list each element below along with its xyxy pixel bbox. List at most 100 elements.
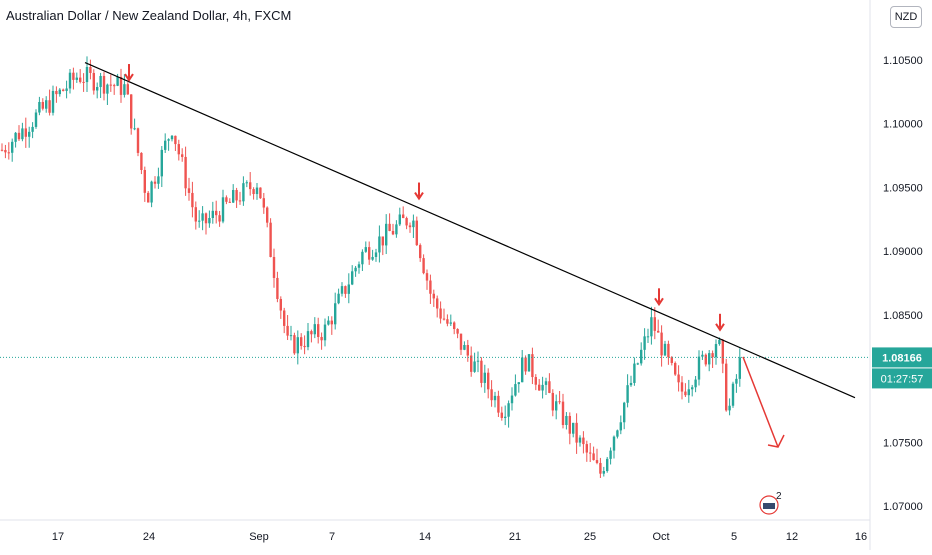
candle-body	[99, 75, 102, 88]
candle-body	[395, 224, 398, 235]
candle-body	[68, 72, 72, 89]
candle-body	[480, 360, 483, 383]
time-tick-label: 14	[419, 531, 431, 543]
price-tick-label: 1.07000	[883, 501, 923, 513]
candle-body	[527, 354, 531, 372]
candle-body	[79, 77, 82, 82]
candle-body	[701, 354, 704, 357]
candle-body	[58, 89, 61, 95]
candle-body	[334, 303, 337, 325]
candle-body	[419, 245, 422, 259]
candle-body	[371, 256, 374, 260]
candle-body	[606, 458, 609, 472]
time-tick-label: 25	[584, 531, 596, 543]
candle-body	[442, 318, 446, 320]
candle-body	[327, 320, 330, 325]
candle-body	[721, 339, 724, 364]
candle-body	[405, 218, 408, 226]
candle-body	[439, 308, 442, 319]
time-tick-label: 7	[329, 531, 335, 543]
candle-body	[585, 444, 588, 453]
candle-body	[708, 353, 711, 365]
touch-arrow-head	[414, 191, 424, 201]
candle-body	[422, 258, 425, 274]
candle-body	[504, 416, 507, 418]
candle-body	[391, 230, 395, 235]
candle-body	[731, 383, 735, 406]
candle-body	[126, 84, 129, 95]
candle-body	[235, 190, 238, 201]
price-tick-label: 1.10500	[883, 55, 923, 67]
candle-body	[102, 75, 106, 94]
candle-body	[283, 310, 286, 326]
time-tick-label: Oct	[652, 531, 669, 543]
candle-body	[24, 128, 27, 137]
candle-body	[650, 317, 653, 337]
candle-body	[48, 100, 51, 113]
candle-body	[378, 236, 381, 253]
touch-arrow-head	[715, 323, 725, 332]
candle-body	[735, 378, 738, 384]
candle-body	[116, 76, 119, 86]
candle-body	[599, 462, 602, 474]
candle-body	[653, 317, 656, 331]
candle-body	[279, 298, 282, 311]
candle-body	[510, 395, 514, 404]
candle-body	[7, 152, 10, 154]
candle-body	[62, 89, 65, 91]
candle-body	[245, 182, 248, 184]
candle-body	[340, 286, 344, 294]
candle-body	[453, 322, 456, 329]
candle-body	[589, 452, 592, 454]
candle-body	[629, 382, 633, 386]
candle-body	[225, 197, 228, 202]
candle-body	[221, 197, 225, 222]
last-price-tag	[872, 347, 932, 368]
candle-body	[337, 293, 340, 304]
resistance-trendline	[84, 61, 856, 399]
candle-body	[72, 72, 75, 80]
candle-body	[303, 345, 306, 348]
price-tick-label: 1.09000	[883, 246, 923, 258]
candle-body	[238, 200, 242, 202]
candle-body	[198, 220, 201, 222]
candle-body	[31, 126, 34, 132]
price-tick-label: 1.08500	[883, 310, 923, 322]
candle-body	[521, 357, 524, 383]
candle-body	[691, 387, 694, 390]
candle-body	[663, 343, 667, 356]
candle-body	[201, 213, 204, 221]
candle-body	[490, 389, 493, 401]
candle-body	[28, 131, 31, 137]
candle-body	[4, 150, 7, 153]
candle-body	[385, 223, 388, 246]
candle-body	[432, 293, 435, 299]
candle-body	[684, 391, 687, 396]
candle-body	[269, 222, 272, 257]
candle-body	[643, 336, 646, 350]
candle-body	[524, 357, 527, 372]
candle-body	[680, 382, 684, 392]
price-tick-label: 1.10000	[883, 119, 923, 131]
candle-body	[558, 401, 561, 403]
candle-body	[718, 339, 721, 345]
candle-body	[347, 284, 350, 294]
candle-body	[667, 343, 670, 358]
candle-body	[602, 471, 605, 474]
time-tick-label: Sep	[249, 531, 269, 543]
chart-title: Australian Dollar / New Zealand Dollar, …	[6, 8, 292, 23]
candle-body	[425, 273, 429, 281]
candle-body	[89, 66, 92, 73]
candle-body	[170, 135, 174, 140]
candle-body	[109, 84, 112, 86]
currency-button[interactable]: NZD	[890, 6, 922, 28]
candle-body	[595, 460, 599, 463]
candle-body	[694, 379, 697, 388]
candle-body	[714, 344, 718, 358]
candle-body	[272, 256, 276, 278]
candle-body	[466, 344, 469, 356]
candle-body	[11, 141, 14, 153]
candle-body	[609, 450, 612, 459]
